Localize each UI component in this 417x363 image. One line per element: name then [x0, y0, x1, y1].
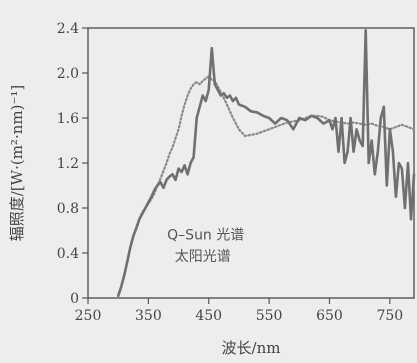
x-axis-title: 波长/nm [222, 339, 281, 357]
y-axis-title: 辐照度/[W·(m²·nm)⁻¹] [8, 85, 26, 241]
y-tick-label: 1.6 [57, 111, 79, 127]
label-layer: Q–Sun 光谱 太阳光谱 波长/nm 辐照度/[W·(m²·nm)⁻¹] [8, 85, 280, 357]
y-tick-label: 2.0 [57, 66, 79, 82]
legend-label-qsun: Q–Sun 光谱 [167, 228, 244, 244]
x-tick-label: 550 [256, 308, 283, 324]
x-tick-label: 650 [316, 308, 343, 324]
y-tick-label: 0 [70, 291, 79, 307]
x-tick-label: 750 [376, 308, 403, 324]
ticks-layer: 0 0.4 0.8 1.2 1.6 2.0 2.4 250 350 450 550 650 750 [57, 21, 403, 324]
y-tick-label: 1.2 [57, 156, 79, 172]
y-tick-label: 0.8 [57, 201, 79, 217]
series-line-solar [116, 29, 416, 298]
x-tick-label: 350 [135, 308, 162, 324]
x-tick-label: 250 [75, 308, 102, 324]
x-tick-label: 450 [195, 308, 222, 324]
legend-label-solar: 太阳光谱 [175, 249, 231, 265]
y-tick-label: 2.4 [57, 21, 79, 37]
series-layer [116, 29, 416, 298]
y-tick-label: 0.4 [57, 246, 79, 262]
